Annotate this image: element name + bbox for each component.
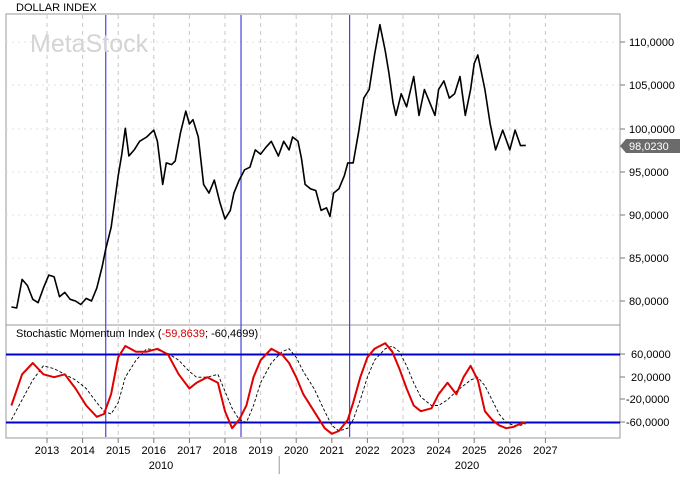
x-tick-label: 2025: [462, 445, 486, 457]
x-tick-label: 2014: [70, 445, 94, 457]
smi-series: [6, 342, 620, 435]
last-value-badge: 98,0230: [620, 139, 680, 153]
watermark-text: MetaStock: [30, 30, 149, 58]
price-tick-label: 100,0000: [629, 124, 675, 136]
indicator-label-name: Stochastic Momentum Index (: [16, 328, 162, 340]
event-lines: [105, 15, 351, 437]
x-tick-label: 2018: [213, 445, 237, 457]
decade-label: 2020: [455, 460, 479, 472]
price-tick-label: 95,0000: [629, 167, 669, 179]
decade-label: 2010: [149, 460, 173, 472]
price-line: [11, 23, 526, 309]
price-tick-label: 105,0000: [629, 80, 675, 92]
smi-tick-label: -20,0000: [626, 394, 669, 406]
x-tick-label: 2019: [248, 445, 272, 457]
x-tick-label: 2020: [284, 445, 308, 457]
x-tick-label: 2026: [498, 445, 522, 457]
price-tick-label: 80,0000: [629, 296, 669, 308]
x-tick-label: 2017: [177, 445, 201, 457]
smi-tick-label: -60,0000: [626, 417, 669, 429]
indicator-label-sep: ;: [205, 328, 211, 340]
smi-line: [10, 342, 527, 435]
x-tick-label: 2024: [426, 445, 450, 457]
price-tick-label: 90,0000: [629, 210, 669, 222]
x-tick-label: 2022: [355, 445, 379, 457]
grid-layer: [6, 15, 620, 437]
time-axis: 2013 2014 2015 2016 2017 2018 2019 2020 2021 2022…: [35, 438, 558, 474]
x-tick-label: 2027: [533, 445, 557, 457]
x-tick-label: 2016: [142, 445, 166, 457]
indicator-value-smi: -59,8639: [162, 328, 205, 340]
x-tick-label: 2023: [391, 445, 415, 457]
price-tick-label: 85,0000: [629, 253, 669, 265]
indicator-label-close: ): [255, 328, 259, 340]
smi-tick-label: 60,0000: [631, 349, 671, 361]
smi-signal-line: [11, 345, 526, 432]
smi-y-axis: 60,0000 20,0000 -20,0000 -60,0000: [620, 349, 671, 429]
price-panel-frame: [5, 13, 621, 326]
chart-title: DOLLAR INDEX: [16, 2, 97, 14]
price-tick-label: 110,0000: [629, 37, 674, 49]
x-tick-label: 2013: [35, 445, 59, 457]
x-tick-label: 2021: [320, 445, 344, 457]
price-series: [11, 23, 526, 309]
indicator-label: Stochastic Momentum Index (-59,8639; -60…: [16, 328, 258, 340]
x-tick-label: 2015: [106, 445, 130, 457]
smi-tick-label: 20,0000: [631, 372, 671, 384]
indicator-panel-frame: [5, 324, 621, 439]
last-value-text: 98,0230: [629, 141, 669, 153]
indicator-value-signal: -60,4699: [211, 328, 254, 340]
price-y-axis: 110,0000 105,0000 100,0000 95,0000 90,00…: [620, 37, 675, 308]
